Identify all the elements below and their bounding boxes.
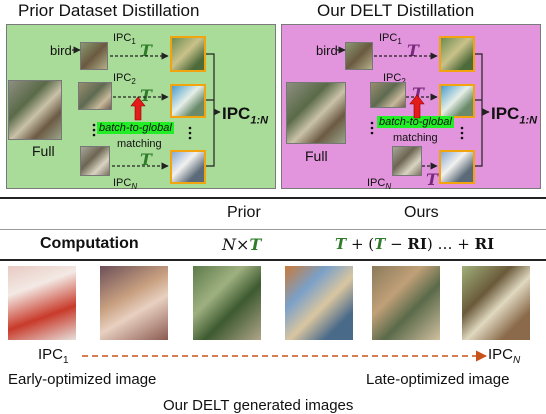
prior-vertical-dots bbox=[92, 123, 192, 140]
delt-full-label: Full bbox=[305, 148, 328, 164]
col-prior-header: Prior bbox=[227, 204, 261, 221]
delt-batch-to-global: batch-to-global bbox=[377, 116, 454, 128]
prior-ipc2-input bbox=[78, 82, 112, 110]
delt-ipc1-label: IPC1 bbox=[379, 32, 402, 47]
delt-t-n: T bbox=[426, 170, 438, 189]
prior-ipc2-output bbox=[170, 84, 206, 118]
generated-image-6 bbox=[462, 266, 530, 340]
delt-ipc2-input bbox=[370, 82, 406, 108]
prior-ipc1-output bbox=[170, 36, 206, 72]
prior-t-2: T bbox=[140, 86, 152, 105]
generated-image-4 bbox=[285, 266, 353, 340]
delt-matching-label: matching bbox=[393, 132, 438, 144]
prior-full-label: Full bbox=[32, 143, 55, 159]
table-bottom-rule bbox=[0, 259, 546, 261]
delt-ipc1-output bbox=[439, 36, 475, 72]
table-header-rule bbox=[0, 229, 546, 230]
computation-row-label: Computation bbox=[40, 235, 139, 252]
prior-ipcn-input bbox=[80, 146, 110, 176]
generated-image-2 bbox=[100, 266, 168, 340]
delt-panel-title: Our DELT Distillation bbox=[317, 1, 475, 20]
delt-ipcn-input bbox=[392, 146, 422, 176]
delt-full-dataset-grid bbox=[286, 82, 346, 144]
col-ours-header: Ours bbox=[404, 204, 439, 221]
late-caption: Late-optimized image bbox=[366, 371, 510, 388]
delt-bird-label: bird bbox=[316, 43, 338, 58]
delt-red-arrow bbox=[409, 94, 425, 119]
delt-ipc-output-label: IPC1:N bbox=[491, 104, 538, 127]
table-top-rule bbox=[0, 197, 546, 199]
delt-ipcn-output bbox=[439, 150, 475, 184]
prior-bird-label: bird bbox=[50, 43, 72, 58]
prior-t-1: T bbox=[140, 41, 152, 60]
delt-ipcn-label: IPCN bbox=[367, 177, 392, 192]
delt-vertical-dots bbox=[370, 121, 464, 140]
prior-ipc2-label: IPC2 bbox=[113, 72, 136, 87]
prior-ipc1-label: IPC1 bbox=[113, 32, 136, 47]
ours-computation-value: T + (T − RI) … + RI bbox=[335, 235, 495, 253]
prior-full-dataset-grid bbox=[8, 80, 62, 140]
prior-ipc-output-label: IPC1:N bbox=[222, 104, 269, 127]
delt-bracket bbox=[475, 53, 489, 167]
prior-red-arrow bbox=[130, 96, 146, 121]
prior-computation-value: N×T bbox=[222, 235, 262, 254]
late-ipc-label: IPCN bbox=[488, 346, 521, 366]
prior-matching-label: matching bbox=[117, 138, 162, 150]
prior-ipcn-output bbox=[170, 150, 206, 184]
prior-ipc1-input bbox=[80, 42, 108, 70]
prior-ipcn-label: IPCN bbox=[113, 177, 138, 192]
delt-ipc1-input bbox=[345, 42, 373, 70]
delt-ipc2-label: IPC2 bbox=[383, 72, 406, 86]
generated-image-1 bbox=[8, 266, 76, 340]
figure-footer: Our DELT generated images bbox=[163, 397, 354, 414]
early-caption: Early-optimized image bbox=[8, 371, 157, 388]
delt-t-2: T bbox=[412, 84, 424, 103]
early-ipc-label: IPC1 bbox=[38, 346, 69, 366]
prior-batch-to-global: batch-to-global bbox=[97, 122, 174, 134]
prior-panel-title: Prior Dataset Distillation bbox=[18, 1, 200, 20]
delt-t-1: T bbox=[407, 41, 419, 60]
generated-image-5 bbox=[372, 266, 440, 340]
delt-ipc2-output bbox=[439, 84, 475, 118]
generated-image-3 bbox=[193, 266, 261, 340]
prior-bracket bbox=[206, 53, 220, 167]
prior-t-n: T bbox=[140, 150, 152, 169]
